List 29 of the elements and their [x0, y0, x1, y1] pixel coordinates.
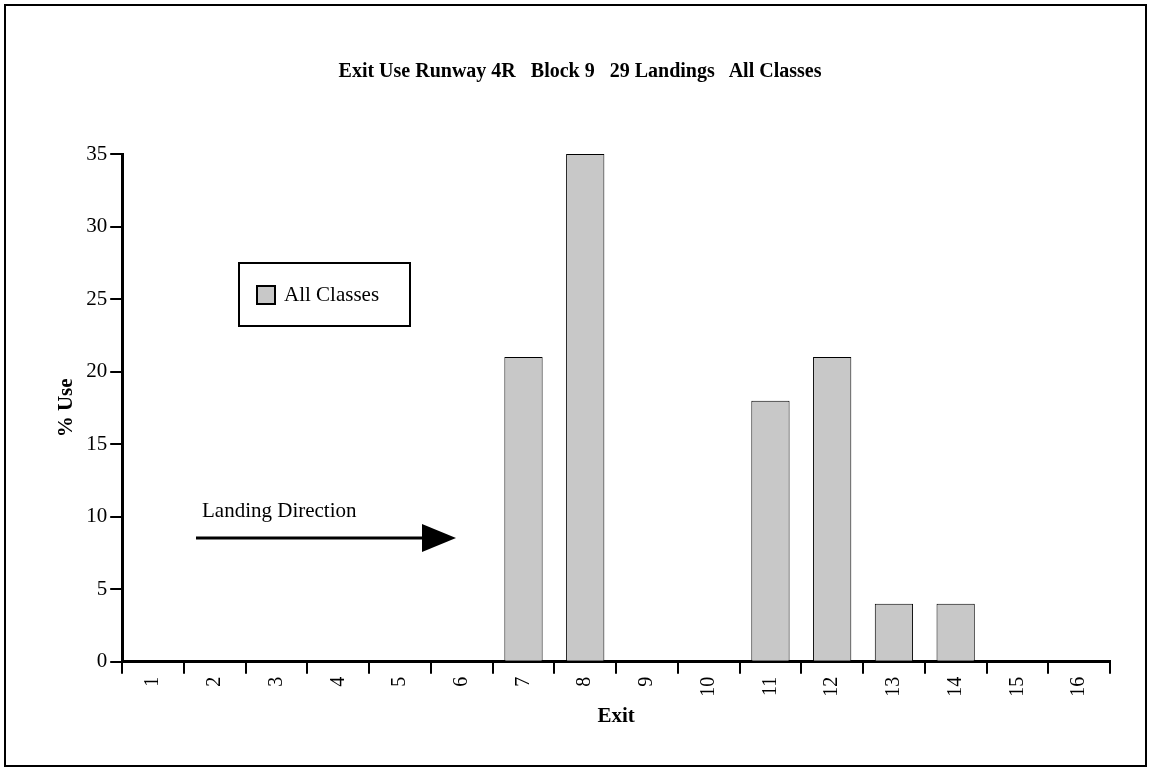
legend-label: All Classes [284, 282, 380, 307]
x-tick-label: 15 [1004, 676, 1027, 697]
x-tick-label: 1 [140, 676, 163, 687]
x-axis-title: Exit [597, 702, 635, 727]
x-tick-label: 8 [572, 676, 595, 687]
x-tick-label: 11 [757, 676, 780, 697]
x-tick-label: 2 [202, 676, 225, 687]
chart-title: Exit Use Runway 4R Block 9 29 Landings All Classes [338, 59, 822, 83]
x-tick-label: 4 [325, 676, 348, 687]
annotation: Landing Direction [202, 498, 357, 523]
x-tick-label: 7 [510, 676, 533, 687]
y-axis-title: % Use [53, 378, 78, 438]
y-tick-label: 30 [86, 213, 108, 238]
x-tick-label: 9 [634, 676, 657, 687]
x-tick-label: 5 [387, 676, 410, 687]
x-tick-label: 10 [695, 676, 718, 697]
y-tick-label: 10 [86, 503, 108, 528]
y-tick-label: 15 [86, 430, 108, 455]
y-tick-label: 20 [86, 358, 108, 383]
y-tick-label: 5 [96, 575, 108, 600]
y-tick-label: 25 [86, 285, 108, 310]
x-tick-label: 13 [881, 676, 904, 697]
y-tick-label: 35 [86, 140, 108, 165]
x-tick-label: 12 [819, 676, 842, 697]
x-tick-label: 14 [942, 676, 965, 697]
x-tick-label: 16 [1066, 676, 1089, 697]
x-tick-label: 6 [449, 676, 472, 687]
y-tick-label: 0 [96, 648, 108, 673]
x-tick-label: 3 [263, 676, 286, 687]
